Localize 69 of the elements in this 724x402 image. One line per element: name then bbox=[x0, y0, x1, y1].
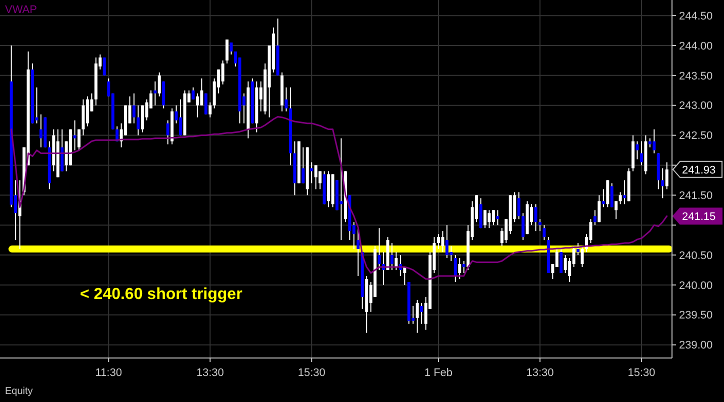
y-tick-label: 244.00 bbox=[679, 40, 713, 52]
text: VWAP bbox=[5, 4, 37, 16]
ref-line-label: < 240.60 short trigger bbox=[80, 286, 242, 304]
candlestick bbox=[610, 182, 614, 208]
candlestick bbox=[580, 246, 584, 268]
x-tick-label: 13:30 bbox=[526, 367, 554, 379]
candlestick bbox=[136, 104, 140, 136]
y-tick-label: 239.50 bbox=[679, 310, 713, 322]
candlestick bbox=[204, 92, 208, 115]
candlestick bbox=[200, 78, 204, 106]
x-tick-label: 15:30 bbox=[628, 367, 656, 379]
candlestick bbox=[479, 198, 482, 229]
data-label: 241.15 bbox=[682, 210, 716, 223]
candlestick bbox=[196, 92, 199, 118]
candlestick bbox=[420, 302, 424, 324]
y-tick-label: 242.50 bbox=[679, 130, 713, 142]
y-tick-label: 240.00 bbox=[679, 280, 713, 292]
candlestick bbox=[534, 204, 538, 232]
candlestick bbox=[416, 299, 419, 334]
y-tick-label: 240.50 bbox=[679, 250, 713, 262]
candlestick bbox=[39, 114, 42, 148]
candlestick bbox=[340, 138, 343, 241]
line-series bbox=[10, 116, 668, 280]
candlestick bbox=[542, 224, 546, 241]
y-tick-label: 239.00 bbox=[679, 340, 713, 352]
candlestick bbox=[652, 128, 656, 154]
y-tick-label: 243.00 bbox=[679, 100, 713, 112]
candlestick bbox=[221, 60, 224, 85]
candlestick bbox=[314, 164, 318, 190]
x-tick-label: 13:30 bbox=[196, 367, 224, 379]
candlestick bbox=[454, 254, 457, 282]
candlestick bbox=[445, 224, 448, 259]
candlestick bbox=[441, 230, 444, 253]
candlestick bbox=[82, 98, 85, 136]
candlestick bbox=[132, 92, 136, 124]
candlestick bbox=[356, 228, 360, 276]
x-tick-label: 11:30 bbox=[95, 367, 122, 379]
candlestick bbox=[488, 210, 491, 229]
candlestick bbox=[614, 200, 618, 220]
candlestick bbox=[86, 96, 89, 127]
x-tick-label: 1 Feb bbox=[424, 367, 453, 379]
candlestick bbox=[665, 162, 668, 190]
candlestick bbox=[140, 104, 144, 133]
x-tick-label: 15:30 bbox=[298, 367, 326, 379]
candlestick bbox=[538, 218, 542, 232]
candlestick bbox=[208, 102, 212, 118]
y-tick-label: 243.50 bbox=[679, 70, 713, 82]
candlestick bbox=[436, 234, 440, 250]
text: 241.93 bbox=[682, 164, 716, 176]
y-tick-label: 241.50 bbox=[679, 190, 713, 202]
candlestick bbox=[458, 258, 462, 280]
candlestick bbox=[598, 194, 601, 223]
candlestick bbox=[102, 56, 106, 76]
candlestick bbox=[564, 254, 567, 274]
candlestick bbox=[394, 252, 398, 270]
candlestick bbox=[661, 168, 664, 199]
candlestick bbox=[78, 128, 81, 151]
candlestick bbox=[560, 248, 563, 274]
candlestick bbox=[484, 210, 486, 229]
candlestick bbox=[618, 192, 622, 205]
candlestick bbox=[158, 72, 161, 97]
candlestick bbox=[606, 180, 610, 208]
candlestick bbox=[390, 242, 394, 270]
y-tick-label: 244.50 bbox=[679, 10, 713, 22]
candlestick bbox=[492, 210, 495, 226]
candlestick bbox=[496, 210, 500, 226]
candlestick bbox=[226, 39, 229, 64]
candlestick bbox=[517, 192, 520, 220]
text: Equity bbox=[5, 386, 33, 397]
